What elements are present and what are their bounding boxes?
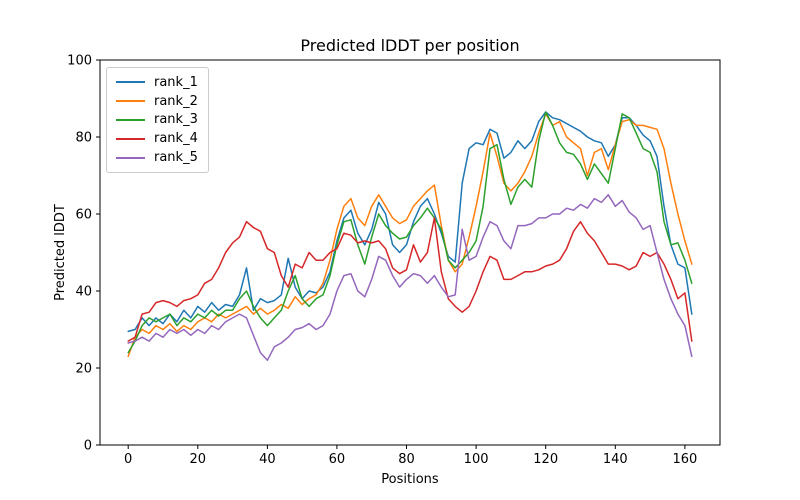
legend-label-rank-2: rank_2: [154, 93, 198, 109]
legend-line-sample-rank-5: [116, 156, 145, 159]
legend-item-rank-5: rank_5: [116, 148, 198, 167]
y-tick-label: 80: [75, 131, 92, 146]
legend-line-sample-rank-1: [116, 81, 145, 84]
legend-item-rank-2: rank_2: [116, 92, 198, 111]
legend-label-rank-5: rank_5: [154, 150, 198, 166]
legend-item-rank-1: rank_1: [116, 73, 198, 92]
series-line-rank_5: [127, 194, 693, 362]
series-line-rank_4: [127, 217, 693, 342]
axes-spines: [99, 59, 721, 446]
x-axis-label: Positions: [381, 472, 439, 487]
legend-line-sample-rank-3: [116, 118, 145, 121]
y-tick-label: 100: [67, 54, 92, 69]
y-axis-label: Predicted lDDT: [53, 204, 68, 301]
legend-label-rank-3: rank_3: [154, 112, 198, 128]
x-tick-label: 60: [329, 452, 346, 467]
y-tick-label: 20: [75, 362, 92, 377]
legend-line-sample-rank-2: [116, 100, 145, 103]
x-tick-label: 120: [533, 452, 558, 467]
series-line-rank_3: [127, 111, 693, 354]
x-tick-label: 160: [672, 452, 697, 467]
legend-label-rank-4: rank_4: [154, 131, 198, 147]
y-tick-label: 60: [75, 208, 92, 223]
legend: rank_1 rank_2 rank_3 rank_4 rank_5: [106, 67, 209, 173]
x-tick-label: 80: [398, 452, 415, 467]
x-tick-label: 140: [603, 452, 628, 467]
legend-label-rank-1: rank_1: [154, 74, 198, 90]
x-tick-label: 20: [190, 452, 207, 467]
chart-title: Predicted lDDT per position: [300, 36, 519, 55]
legend-line-sample-rank-4: [116, 137, 145, 140]
series-line-rank_2: [127, 113, 693, 358]
legend-item-rank-3: rank_3: [116, 111, 198, 130]
series-line-rank_1: [127, 111, 693, 333]
x-tick-label: 0: [124, 452, 132, 467]
legend-item-rank-4: rank_4: [116, 129, 198, 148]
x-tick-label: 100: [464, 452, 489, 467]
y-tick-label: 0: [84, 439, 92, 454]
x-tick-label: 40: [259, 452, 276, 467]
y-tick-label: 40: [75, 285, 92, 300]
